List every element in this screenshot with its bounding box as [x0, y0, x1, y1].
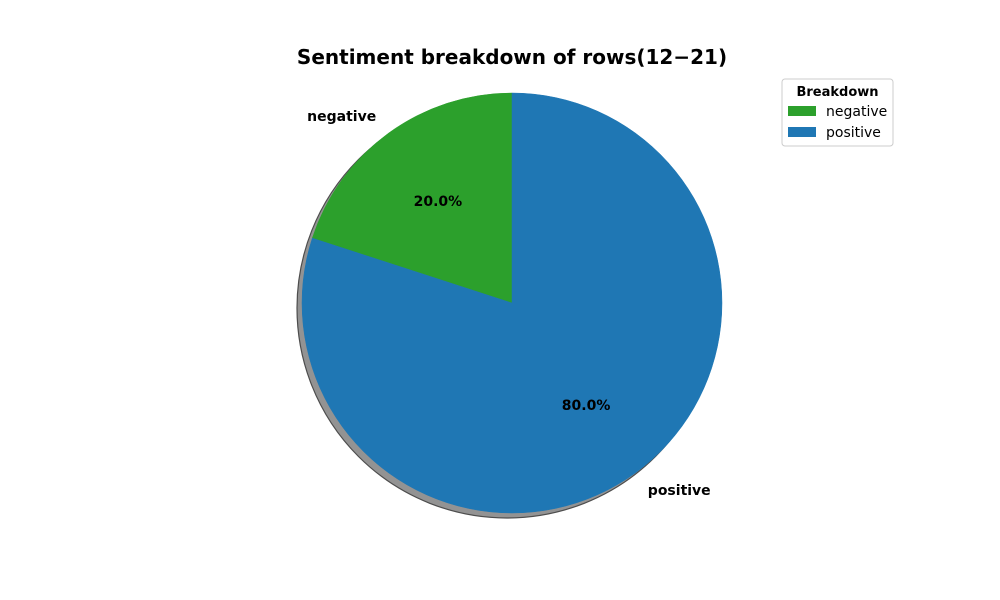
slice-label-negative: negative [307, 109, 376, 125]
slice-pct-negative: 20.0% [414, 194, 463, 210]
pie-slices [301, 92, 723, 514]
slice-pct-positive: 80.0% [562, 398, 611, 414]
legend-swatch-negative [788, 106, 816, 116]
chart-title: Sentiment breakdown of rows(12−21) [297, 45, 727, 69]
legend: Breakdown negative positive [781, 78, 894, 147]
pie-labels: negative 20.0% positive 80.0% [307, 109, 711, 499]
pie-slice-negative [311, 92, 513, 304]
legend-label-negative: negative [826, 104, 887, 120]
legend-swatch-positive [788, 127, 816, 137]
legend-label-positive: positive [826, 125, 881, 141]
legend-entries: negative positive [788, 104, 887, 141]
legend-title: Breakdown [796, 85, 878, 100]
slice-label-positive: positive [648, 483, 711, 499]
pie-slice-positive [301, 92, 723, 514]
